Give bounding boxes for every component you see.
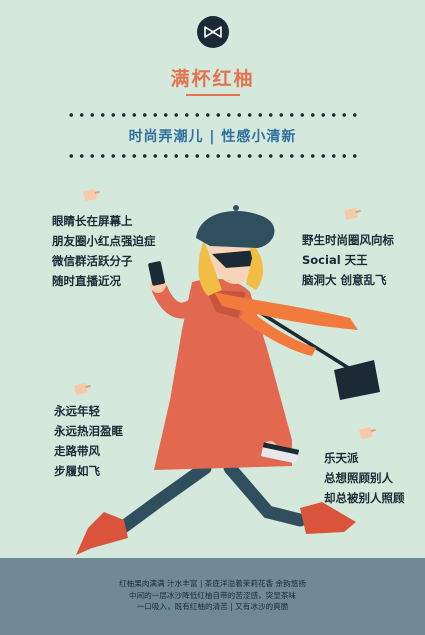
sunglasses — [212, 250, 256, 268]
dotted-divider-top — [66, 112, 360, 118]
page-title: 满杯红柚 — [170, 68, 255, 90]
footer-description: 红柚果肉满满 汁水丰富 | 茶底洋溢着茉莉花香 余韵悠扬 中间的一层冰沙降低红柚… — [119, 579, 306, 611]
dotted-divider-bottom — [66, 153, 360, 159]
title-underline — [186, 94, 240, 96]
back-shoe — [76, 512, 128, 555]
scarf — [214, 292, 358, 330]
beret — [196, 211, 275, 248]
ground-strip — [0, 558, 425, 635]
right-bottom-caption: 乐天派 总想照顾别人 却总被别人照顾 — [324, 451, 405, 505]
left-bottom-caption: 永远年轻 永远热泪盈眶 走路带风 步履如飞 — [54, 404, 123, 478]
left-top-caption: 眼睛长在屏幕上 朋友圈小红点强迫症 微信群活跃分子 随时直播近况 — [52, 214, 156, 288]
handbag — [334, 360, 380, 400]
page-subtitle: 时尚弄潮儿 | 性感小清新 — [128, 129, 297, 145]
bow-tie-logo-icon — [197, 16, 229, 48]
right-top-caption: 野生时尚圈风向标 Social 天王 脑洞大 创意乱飞 — [302, 233, 394, 287]
front-shoe — [300, 502, 356, 534]
phone — [148, 261, 165, 286]
